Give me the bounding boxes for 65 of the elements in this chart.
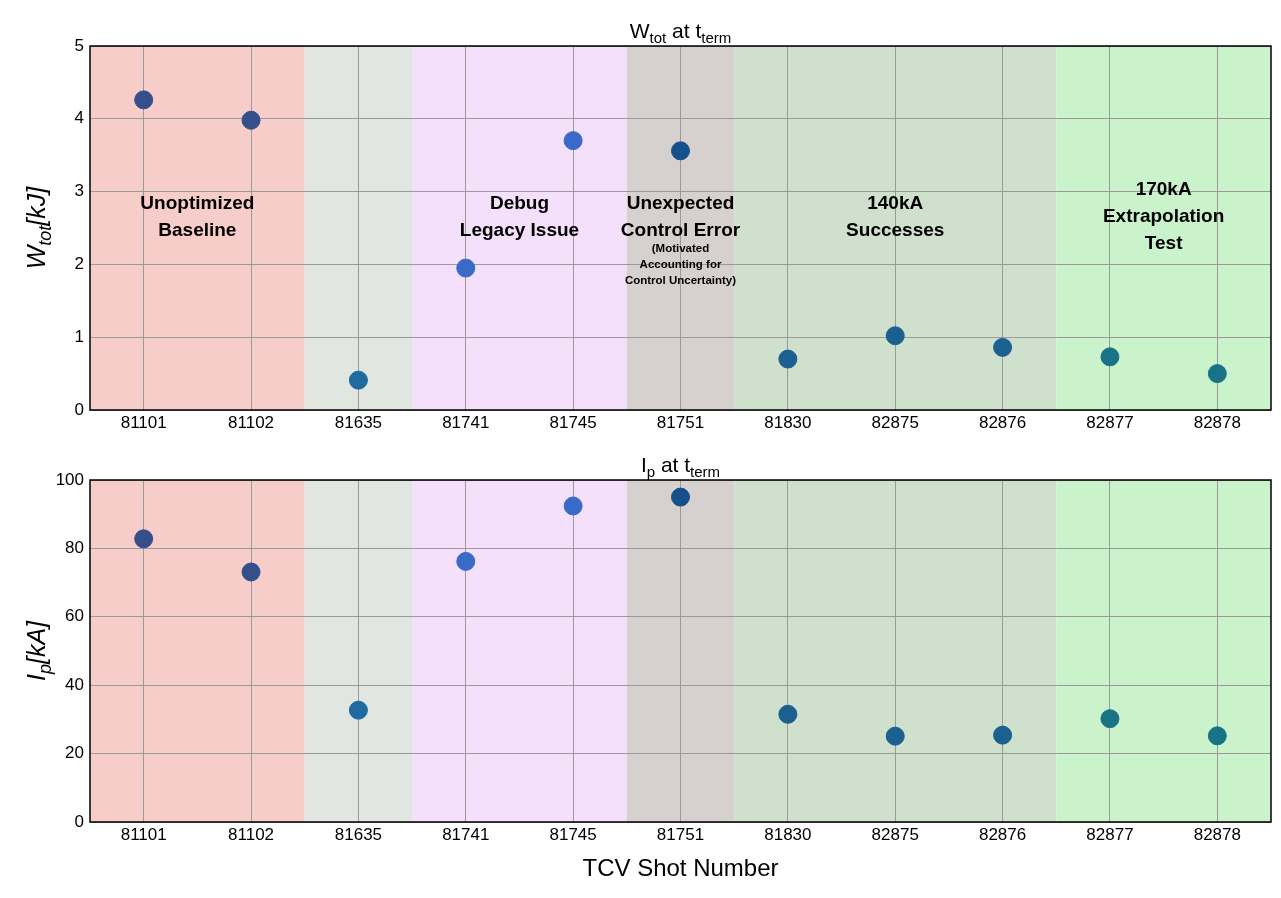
point [885, 726, 905, 746]
point [456, 551, 476, 571]
y-tick-label: 60 [65, 606, 84, 626]
x-tick-label: 81830 [764, 824, 812, 844]
y-axis-title: Ip[kA] [22, 619, 56, 682]
y-tick-label: 100 [55, 469, 84, 489]
point [241, 562, 261, 582]
x-axis-title: TCV Shot Number [582, 854, 779, 881]
y-tick-label: 0 [74, 399, 84, 419]
point [1100, 347, 1120, 367]
x-tick-label: 82878 [1193, 412, 1241, 432]
point [134, 90, 154, 110]
point [456, 258, 476, 278]
point [778, 349, 798, 369]
x-tick-label: 82876 [978, 412, 1027, 432]
y-tick-label: 5 [74, 35, 84, 55]
x-tick-label: 81635 [334, 824, 383, 844]
y-tick-label: 0 [74, 811, 84, 831]
y-tick-label: 80 [65, 538, 84, 558]
point [563, 496, 583, 516]
x-tick-label: 81751 [656, 824, 705, 844]
band-label: Unexpected Control Error [620, 191, 741, 240]
x-tick-label: 81101 [120, 824, 167, 844]
point [671, 141, 690, 161]
band-label: Debug Legacy Issue [459, 191, 580, 240]
x-tick-label: 81830 [764, 412, 812, 432]
x-tick-label: 81741 [442, 824, 490, 844]
y-tick-label: 40 [65, 674, 84, 694]
x-tick-label: 82876 [978, 824, 1027, 844]
point [778, 704, 798, 724]
x-tick-label: 81741 [442, 412, 490, 432]
x-tick-label: 82877 [1086, 824, 1134, 844]
x-tick-label: 81101 [120, 412, 167, 432]
point [348, 700, 368, 720]
band-label: 170kA Extrapolation Test [1102, 178, 1225, 254]
point [993, 725, 1013, 745]
point [241, 110, 261, 130]
point [885, 326, 905, 346]
point [134, 529, 154, 549]
y-tick-label: 20 [65, 743, 84, 763]
x-tick-label: 81745 [549, 412, 597, 432]
band-label: 140kA Successes [846, 191, 945, 240]
y-tick-label: 1 [74, 326, 84, 346]
point [1100, 709, 1120, 729]
point [563, 131, 583, 151]
point [348, 370, 368, 390]
point [1207, 364, 1227, 384]
x-tick-label: 82875 [871, 412, 919, 432]
x-tick-label: 81102 [228, 412, 275, 432]
annotation: (Motivated Accounting for Control Uncertainty) [624, 241, 737, 286]
point [993, 337, 1013, 357]
x-tick-label: 82875 [871, 824, 919, 844]
x-tick-label: 82878 [1193, 824, 1241, 844]
y-tick-label: 3 [74, 181, 84, 201]
y-axis-title: Wtot[kJ] [22, 185, 56, 270]
band-label: Unoptimized Baseline [140, 191, 255, 240]
x-tick-label: 81751 [656, 412, 705, 432]
x-tick-label: 81102 [228, 824, 275, 844]
x-tick-label: 81745 [549, 824, 597, 844]
point [671, 487, 690, 507]
x-tick-label: 81635 [334, 412, 383, 432]
x-tick-label: 82877 [1086, 412, 1134, 432]
y-tick-label: 2 [74, 254, 84, 274]
y-tick-label: 4 [74, 108, 84, 128]
point [1207, 726, 1227, 746]
